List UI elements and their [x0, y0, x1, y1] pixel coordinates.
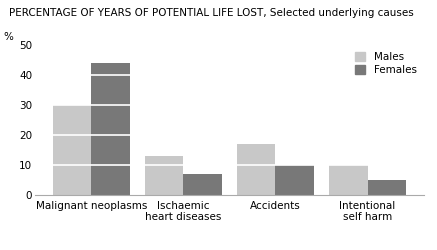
Text: %: % — [4, 32, 14, 42]
Bar — [329, 165, 368, 195]
Bar — [184, 174, 222, 195]
Bar — [52, 105, 91, 195]
Bar — [145, 156, 184, 195]
Legend: Males, Females: Males, Females — [353, 50, 419, 78]
Bar — [368, 180, 406, 195]
Bar — [237, 144, 275, 195]
Bar — [275, 165, 314, 195]
Text: PERCENTAGE OF YEARS OF POTENTIAL LIFE LOST, Selected underlying causes: PERCENTAGE OF YEARS OF POTENTIAL LIFE LO… — [9, 8, 413, 18]
Bar — [91, 63, 130, 195]
